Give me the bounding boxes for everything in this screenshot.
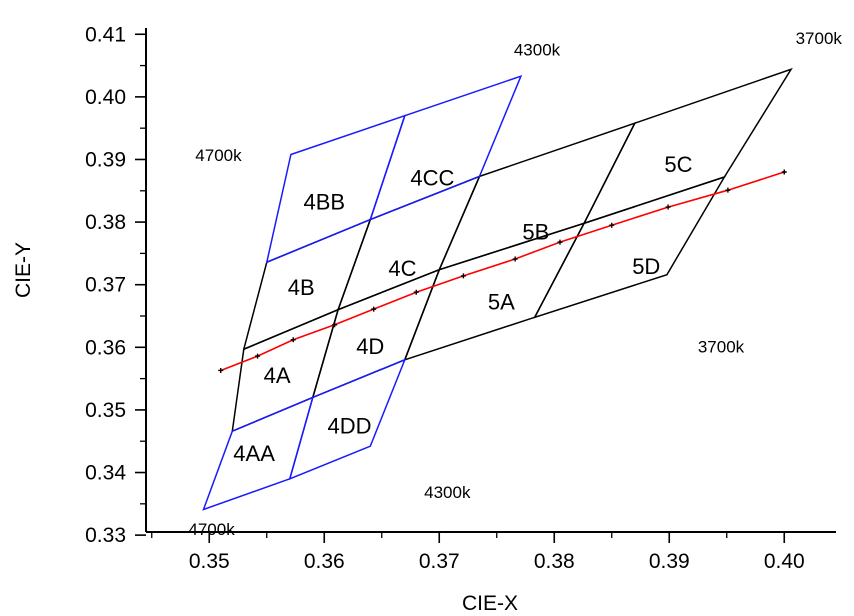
x-tick-label: 0.35 — [189, 550, 230, 573]
bin-label-5b: 5B — [522, 219, 549, 244]
cct-label: 4700k — [195, 146, 242, 165]
x-tick-label: 0.37 — [419, 550, 460, 573]
locus-point — [781, 169, 787, 175]
y-tick-label: 0.39 — [85, 148, 126, 171]
locus-point — [413, 289, 419, 295]
y-tick-label: 0.38 — [85, 211, 126, 234]
bin-label-4d: 4D — [356, 334, 384, 359]
y-tick-label: 0.34 — [85, 462, 126, 485]
bin-5c — [582, 67, 793, 225]
x-tick-label: 0.38 — [534, 550, 575, 573]
y-tick-label: 0.40 — [85, 86, 126, 109]
bin-label-4b: 4B — [288, 275, 315, 300]
locus-point — [665, 204, 671, 210]
bin-label-4aa: 4AA — [233, 441, 275, 466]
bin-label-5a: 5A — [488, 290, 515, 315]
bin-label-4cc: 4CC — [410, 166, 454, 191]
cct-label: 3700k — [698, 338, 745, 357]
cct-label: 3700k — [796, 29, 843, 48]
bin-labels: 4AA 4DD 4A 4D 4B 4C 4BB 4CC 5A 5B 5D 5C — [233, 152, 692, 466]
bin-label-5c: 5C — [664, 152, 692, 177]
y-tick-label: 0.33 — [85, 524, 126, 547]
bin-5b — [437, 121, 637, 271]
bin-label-4dd: 4DD — [328, 414, 372, 439]
y-tick-label: 0.37 — [85, 274, 126, 297]
cct-label: 4300k — [514, 40, 561, 59]
bin-4c — [336, 175, 481, 312]
series-group — [218, 169, 787, 373]
locus-point — [460, 273, 466, 279]
y-tick-label: 0.41 — [85, 23, 126, 46]
bin-label-4bb: 4BB — [303, 189, 345, 214]
axes: 0.35 0.36 0.37 0.38 0.39 0.40 0.33 0.34 0.35 0.36… — [85, 23, 836, 573]
locus-point — [557, 239, 563, 245]
y-tick-label: 0.35 — [85, 399, 126, 422]
x-tick-label: 0.39 — [649, 550, 690, 573]
y-axis-title: CIE-Y — [12, 242, 35, 298]
y-tick-label: 0.36 — [85, 336, 126, 359]
bin-label-5d: 5D — [632, 254, 660, 279]
bin-5d — [533, 175, 727, 319]
locus-point — [512, 256, 518, 262]
x-tick-label: 0.40 — [764, 550, 805, 573]
cct-label: 4700k — [188, 520, 235, 539]
locus-point — [371, 306, 377, 312]
bin-4cc — [369, 74, 523, 221]
cct-label: 4300k — [424, 483, 471, 502]
locus-point — [609, 222, 615, 228]
bin-label-4a: 4A — [264, 363, 291, 388]
locus-point — [332, 322, 338, 328]
locus-point — [290, 337, 296, 343]
locus-point — [255, 353, 261, 359]
bin-label-4c: 4C — [388, 256, 416, 281]
cct-labels: 4700k 4300k 3700k 3700k 4300k 4700k — [188, 29, 842, 539]
x-axis-title: CIE-X — [462, 592, 518, 615]
locus-point — [725, 187, 731, 193]
bin-4dd — [288, 358, 407, 481]
x-tick-label: 0.36 — [304, 550, 345, 573]
bin-quadrangles — [202, 67, 793, 511]
locus-point — [218, 367, 224, 373]
